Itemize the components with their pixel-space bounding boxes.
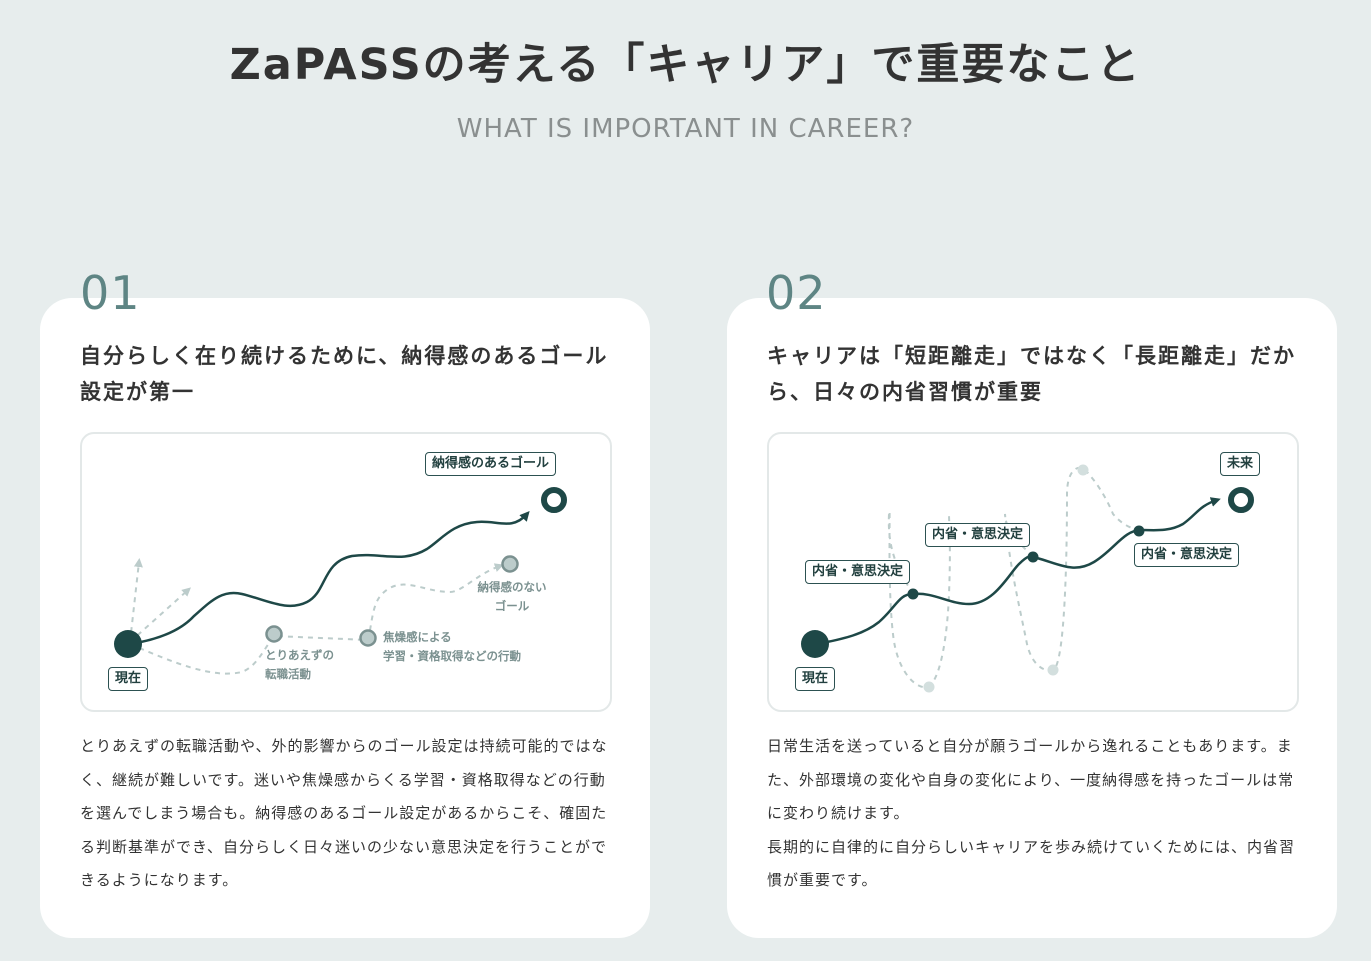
- card-reflection-habit: キャリアは「短距離走」ではなく「長距離走」だから、日々の内省習慣が重要 未来 現…: [727, 298, 1337, 938]
- reflection-diagram: 未来 現在 内省・意思決定 内省・意思決定 内省・意思決定: [767, 432, 1299, 712]
- goal-diagram: 納得感のあるゴール 現在 とりあえずの 転職活動 焦燥感による 学習・資格取得な…: [80, 432, 612, 712]
- start-node: [801, 630, 829, 658]
- reflection-point-2: [1027, 551, 1039, 563]
- job-change-label: とりあえずの 転職活動: [265, 646, 334, 684]
- main-career-path: [129, 511, 530, 646]
- card-paragraph: とりあえずの転職活動や、外的影響からのゴール設定は持続可能的ではなく、継続が難し…: [80, 737, 608, 889]
- reflection-label-2: 内省・意思決定: [925, 523, 1031, 547]
- unsatisfied-goal-line2: ゴール: [494, 599, 530, 613]
- card-paragraph: 長期的に自律的に自分らしいキャリアを歩み続けていくためには、内省習慣が重要です。: [767, 837, 1296, 890]
- drift-point-high: [1077, 464, 1089, 476]
- goal-diagram-svg: [114, 487, 567, 675]
- start-label: 現在: [795, 667, 836, 691]
- card-description: とりあえずの転職活動や、外的影響からのゴール設定は持続可能的ではなく、継続が難し…: [80, 730, 608, 898]
- reflection-label-1: 内省・意思決定: [805, 560, 911, 584]
- drift-path-2: [1004, 466, 1142, 672]
- reflection-label-3: 内省・意思決定: [1134, 543, 1240, 567]
- unsatisfied-goal-label: 納得感のない ゴール: [474, 578, 550, 616]
- start-label: 現在: [108, 667, 149, 691]
- reflection-point-1: [907, 588, 919, 600]
- card-heading: キャリアは「短距離走」ではなく「長距離走」だから、日々の内省習慣が重要: [767, 344, 1296, 404]
- unsatisfied-goal-node: [501, 555, 519, 573]
- card-number: 02: [766, 266, 827, 320]
- future-label: 未来: [1220, 452, 1261, 476]
- card-number: 01: [80, 266, 141, 320]
- start-node: [114, 630, 142, 658]
- reflection-point-3: [1133, 525, 1145, 537]
- anxiety-label-line1: 焦燥感による: [383, 630, 452, 644]
- drift-point-low-1: [923, 681, 935, 693]
- job-change-node: [265, 625, 283, 643]
- card-goal-setting: 自分らしく在り続けるために、納得感のあるゴール設定が第一: [40, 298, 650, 938]
- card-description: 日常生活を送っていると自分が願うゴールから逸れることもあります。また、外部環境の…: [767, 730, 1295, 898]
- job-change-label-line1: とりあえずの: [265, 648, 334, 662]
- card-heading: 自分らしく在り続けるために、納得感のあるゴール設定が第一: [80, 344, 609, 404]
- option-arrow-up: [129, 558, 143, 643]
- job-change-label-line2: 転職活動: [265, 667, 311, 681]
- card-paragraph: 日常生活を送っていると自分が願うゴールから逸れることもあります。また、外部環境の…: [767, 737, 1295, 822]
- anxiety-label: 焦燥感による 学習・資格取得などの行動: [383, 628, 521, 666]
- anxiety-node: [359, 629, 377, 647]
- drift-point-low-2: [1047, 664, 1059, 676]
- future-node: [1228, 487, 1254, 513]
- page-subtitle: WHAT IS IMPORTANT IN CAREER?: [456, 114, 915, 144]
- goal-node: [541, 487, 567, 513]
- unsatisfied-goal-line1: 納得感のない: [477, 580, 547, 594]
- detour-path: [129, 563, 504, 675]
- goal-label: 納得感のあるゴール: [425, 452, 557, 476]
- reflection-diagram-svg: [801, 464, 1254, 693]
- drift-path-1: [887, 510, 951, 689]
- option-arrow-diagonal: [129, 587, 191, 643]
- anxiety-label-line2: 学習・資格取得などの行動: [383, 649, 521, 663]
- page-title: ZaPASSの考える「キャリア」で重要なこと: [229, 40, 1142, 90]
